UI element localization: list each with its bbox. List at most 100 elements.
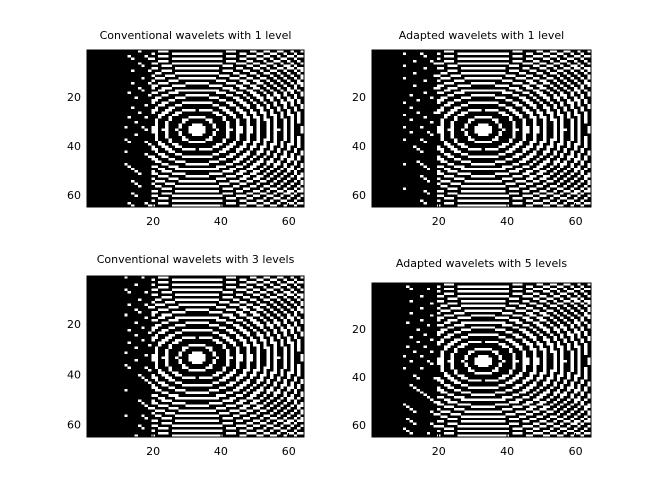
image-pixel (508, 379, 516, 382)
image-pixel (273, 351, 277, 354)
image-pixel (502, 79, 513, 82)
image-pixel (297, 316, 301, 319)
image-pixel (430, 362, 434, 365)
image-pixel (266, 170, 271, 173)
image-pixel (259, 416, 264, 420)
y-tick-label: 20 (352, 91, 366, 104)
image-pixel (419, 150, 424, 154)
image-pixel (437, 357, 444, 360)
image-pixel (560, 362, 564, 365)
image-pixel (556, 398, 561, 401)
image-pixel (266, 351, 271, 354)
image-pixel (570, 362, 574, 365)
image-pixel (297, 111, 301, 114)
image-pixel (246, 197, 254, 200)
image-pixel (280, 341, 284, 344)
image-pixel (539, 155, 544, 158)
image-pixel (567, 314, 571, 317)
image-pixel (553, 326, 557, 329)
image-pixel (402, 355, 407, 358)
image-pixel (144, 291, 149, 294)
image-pixel (280, 288, 284, 292)
image-pixel (290, 50, 294, 53)
image-pixel (280, 145, 284, 149)
image-pixel (168, 379, 176, 382)
image-pixel (171, 143, 179, 146)
image-pixel (546, 343, 554, 346)
image-pixel (161, 356, 169, 360)
image-pixel (270, 404, 274, 407)
image-pixel (242, 69, 250, 73)
image-pixel (276, 160, 281, 163)
image-pixel (563, 72, 568, 75)
image-pixel (226, 54, 237, 58)
image-pixel (529, 393, 533, 397)
image-pixel (287, 96, 291, 100)
image-pixel (161, 291, 172, 294)
image-pixel (273, 153, 277, 156)
image-pixel (577, 165, 581, 168)
image-pixel (256, 74, 260, 77)
image-pixel (522, 420, 530, 423)
image-pixel (226, 145, 233, 149)
image-pixel (567, 333, 574, 336)
image-pixel (467, 340, 482, 344)
image-pixel (413, 350, 417, 353)
image-pixel (290, 155, 294, 158)
image-pixel (508, 86, 520, 90)
image-pixel (419, 199, 424, 203)
image-pixel (226, 59, 237, 63)
image-pixel (266, 133, 271, 136)
image-pixel (270, 99, 274, 102)
image-pixel (124, 389, 128, 392)
image-pixel (222, 187, 233, 190)
image-pixel (563, 54, 568, 58)
image-pixel (464, 362, 468, 365)
image-pixel (587, 76, 591, 80)
image-pixel (409, 130, 414, 134)
image-pixel (253, 288, 260, 292)
image-pixel (242, 140, 250, 144)
image-pixel (573, 376, 578, 380)
image-pixel (532, 427, 540, 430)
image-pixel (587, 126, 591, 129)
image-pixel (577, 335, 581, 339)
image-pixel (423, 177, 427, 181)
image-pixel (276, 406, 281, 410)
image-pixel (522, 135, 526, 139)
image-pixel (570, 123, 574, 127)
image-pixel (560, 393, 568, 397)
image-pixel (546, 379, 550, 382)
y-tick-label: 40 (352, 140, 366, 153)
image-pixel (570, 106, 574, 109)
image-pixel (158, 140, 162, 144)
image-pixel (219, 386, 227, 390)
image-pixel (539, 295, 547, 298)
image-pixel (577, 424, 581, 428)
image-pixel (546, 76, 554, 80)
image-pixel (525, 290, 533, 293)
image-pixel (577, 355, 581, 358)
image-pixel (287, 323, 291, 327)
image-pixel (181, 121, 186, 124)
image-pixel (577, 155, 581, 158)
image-pixel (141, 64, 145, 68)
image-pixel (464, 355, 468, 358)
image-pixel (525, 400, 533, 404)
image-pixel (563, 79, 568, 82)
image-pixel (280, 396, 284, 400)
image-pixel (300, 103, 304, 107)
image-pixel (154, 180, 165, 183)
image-pixel (450, 357, 455, 360)
image-pixel (423, 165, 427, 168)
image-pixel (522, 84, 530, 87)
image-pixel (168, 406, 179, 410)
image-pixel (283, 126, 288, 129)
image-pixel (498, 111, 506, 114)
image-pixel (587, 50, 591, 53)
image-pixel (560, 309, 564, 312)
image-pixel (273, 101, 277, 104)
image-pixel (131, 57, 135, 60)
image-pixel (222, 86, 233, 90)
image-pixel (161, 391, 169, 395)
